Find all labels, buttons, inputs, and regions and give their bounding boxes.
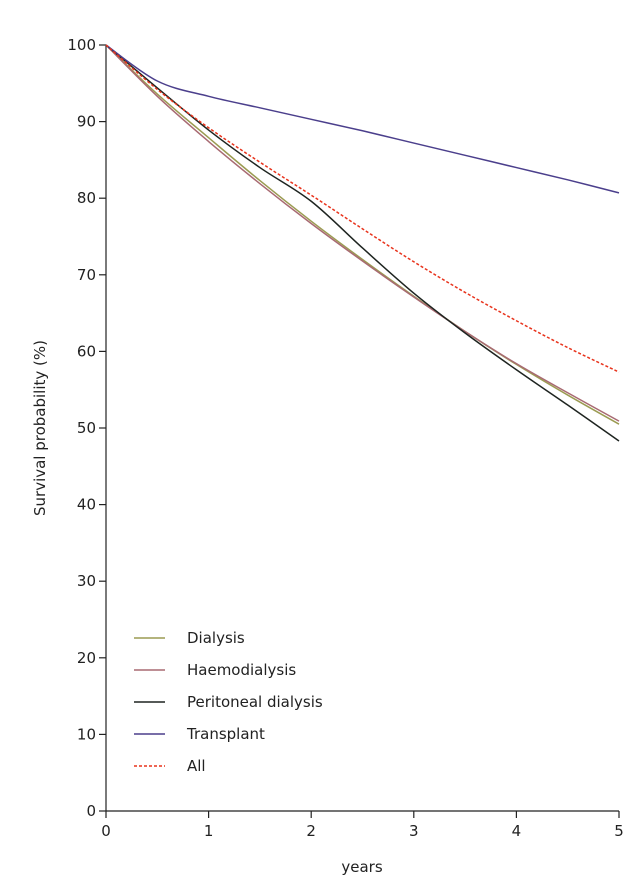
series-line-transplant [105,44,620,194]
y-tick-label: 40 [77,496,96,514]
x-tick-label: 4 [512,822,522,840]
y-tick-label: 60 [77,342,96,360]
series-line-haemodialysis [105,44,620,422]
series-line-peritoneal-dialysis [105,44,620,442]
legend-label-all: All [187,757,206,775]
y-tick-label: 80 [77,189,96,207]
x-tick-label: 2 [306,822,316,840]
y-tick-label: 50 [77,419,96,437]
series-line-all [105,44,620,373]
legend: Dialysis Haemodialysis Peritoneal dialysis… [134,629,323,775]
legend-label-peritoneal-dialysis: Peritoneal dialysis [187,693,323,711]
series-lines [105,44,620,442]
y-tick-label: 90 [77,113,96,131]
legend-label-haemodialysis: Haemodialysis [187,661,296,679]
legend-label-dialysis: Dialysis [187,629,245,647]
legend-label-transplant: Transplant [186,725,265,743]
y-tick-label: 100 [67,36,96,54]
y-axis-label: Survival probability (%) [31,340,49,516]
y-tick-label: 70 [77,266,96,284]
series-line-dialysis [105,44,620,425]
x-tick-label: 3 [409,822,419,840]
x-tick-label: 1 [204,822,214,840]
x-tick-label: 5 [614,822,624,840]
x-axis-label: years [341,858,382,876]
axes: 0 10 20 30 40 50 60 70 80 90 100 0 1 2 3 4 5 [67,36,623,840]
x-tick-label: 0 [101,822,111,840]
y-tick-label: 10 [77,725,96,743]
y-tick-label: 0 [86,802,96,820]
y-tick-label: 30 [77,572,96,590]
y-tick-label: 20 [77,649,96,667]
